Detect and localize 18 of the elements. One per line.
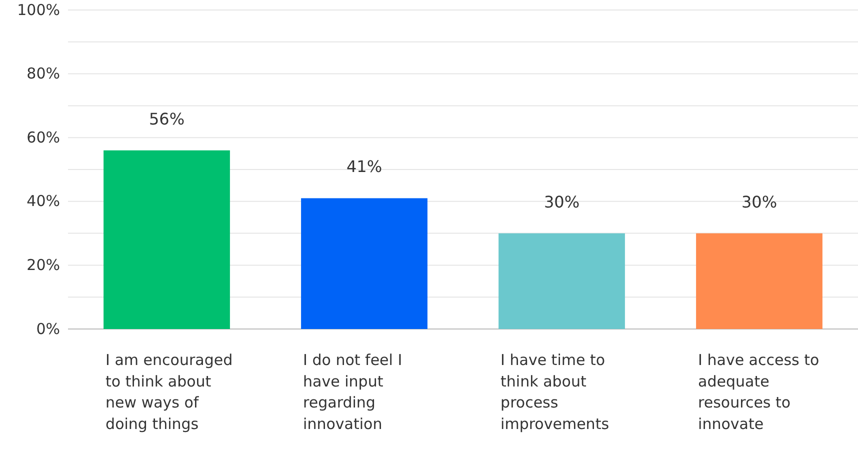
x-tick-label: I have time to think about process improvements — [500, 351, 610, 433]
x-tick-label: I am encouraged to think about new ways of doing things — [106, 351, 233, 433]
x-tick-label: I have access to adequate resources to innovate — [698, 351, 820, 433]
y-tick-label: 20% — [26, 256, 60, 274]
data-label: 30% — [741, 192, 778, 212]
y-tick-label: 80% — [26, 64, 60, 83]
bar — [301, 198, 428, 329]
data-label: 41% — [346, 157, 382, 176]
bar — [696, 233, 822, 329]
y-tick-label: 40% — [26, 192, 60, 210]
y-tick-label: 60% — [26, 128, 60, 146]
x-tick-label: I do not feel I have input regarding innovation — [303, 351, 402, 433]
y-tick-label: 0% — [36, 320, 60, 338]
data-label: 56% — [148, 109, 185, 128]
bar — [104, 150, 230, 329]
data-label: 30% — [544, 192, 580, 212]
y-tick-label: 100% — [17, 0, 60, 19]
bar — [498, 233, 625, 329]
